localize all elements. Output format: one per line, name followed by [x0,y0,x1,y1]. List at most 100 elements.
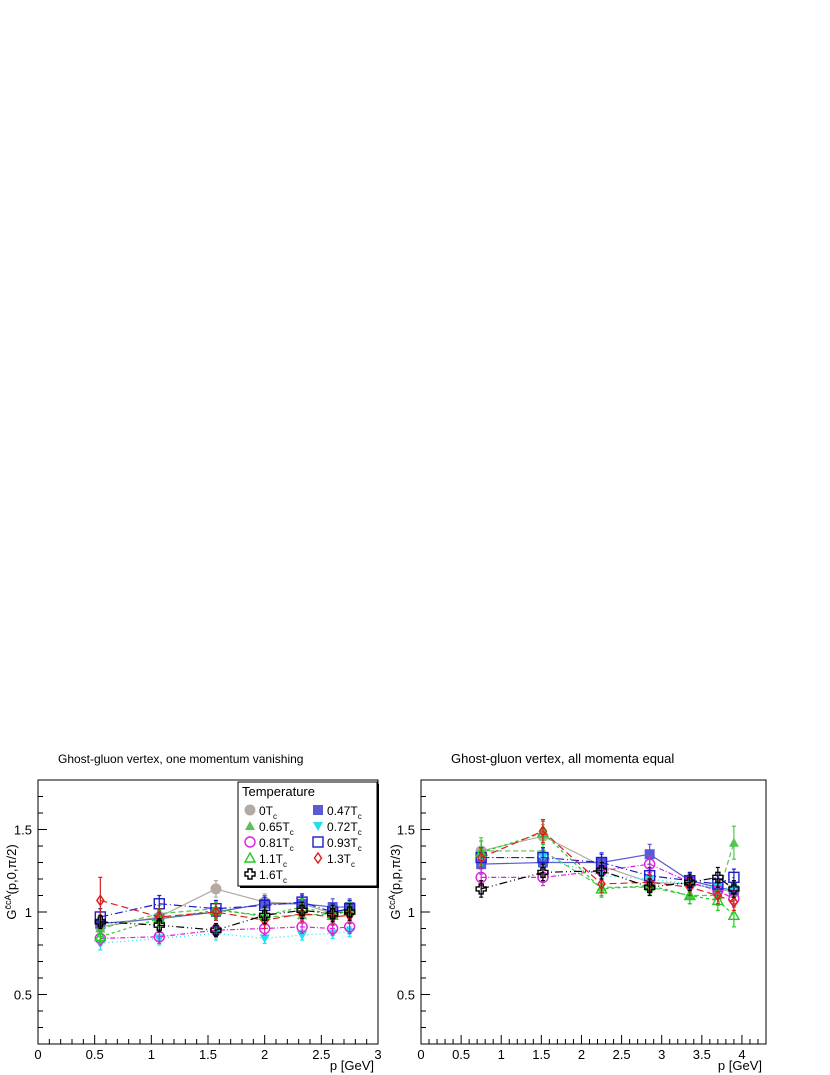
legend-title: Temperature [242,784,315,799]
y-tick-label: 1 [408,905,415,920]
legend-shadow [240,886,379,888]
data-point [728,883,740,895]
data-point [683,889,696,901]
legend-entry-t93: 0.93Tc [312,836,362,853]
plot-frame [420,779,767,1045]
data-point [538,824,548,838]
legend-label: 0.93Tc [327,836,362,853]
data-point [644,849,655,860]
legend-entry-t81: 0.81Tc [244,836,294,853]
legend-marker [243,851,257,863]
x-tick-label: 0 [417,1047,424,1062]
data-point [643,881,656,893]
x-tick-label: 2 [261,1047,268,1062]
x-tick-label: 1.5 [199,1047,217,1062]
y-tick-label: 1 [25,905,32,920]
legend-entry-t47: 0.47Tc [313,804,362,821]
legend-shadow [377,784,379,888]
data-point [595,882,608,894]
data-point [210,883,222,895]
legend-marker [313,805,323,815]
x-tick-label: 0.5 [86,1047,104,1062]
data-point [475,883,487,895]
series-t16 [475,861,740,898]
y-tick-label: 0.5 [397,988,415,1003]
legend: Temperature 0Tc 0.47Tc 0.65Tc 0.72Tc 0.81Tc 0.… [237,781,379,888]
x-axis-label: p [GeV] [718,1058,762,1073]
legend-marker [312,836,324,848]
data-point [711,894,725,906]
y-tick-label: 1.5 [14,823,32,838]
data-point [729,895,739,909]
legend-label: 0.81Tc [259,836,294,853]
y-tick-label: 1.5 [397,823,415,838]
legend-marker [244,804,256,816]
data-point [153,919,165,931]
series-line [480,832,735,916]
legend-label: 0.65Tc [259,820,294,837]
x-tick-label: 3 [658,1047,665,1062]
legend-label: 0.47Tc [327,804,362,821]
chart-title: Ghost-gluon vertex, all momenta equal [451,751,674,766]
x-axis-label: p [GeV] [330,1058,374,1073]
y-axis-label: Gc̄cA(p,0,π/2) [3,844,19,919]
legend-marker [313,851,323,865]
x-tick-label: 1 [498,1047,505,1062]
data-point [537,866,549,879]
chart-panel-1: Ghost-gluon vertex, one momentum vanishi… [14,752,382,1073]
x-tick-label: 1.5 [532,1047,550,1062]
x-tick-label: 3.5 [693,1047,711,1062]
legend-label: 1.1Tc [259,852,287,869]
data-point [476,851,486,864]
legend-box [237,781,378,887]
series-line [481,842,735,897]
legend-entry-t16: 1.6Tc [244,868,287,885]
data-point [94,916,107,928]
legend-marker [313,822,323,831]
legend-label: 1.3Tc [327,852,355,869]
x-tick-label: 3 [374,1047,381,1062]
data-point [211,905,221,919]
legend-marker [244,836,256,848]
x-tick-label: 2.5 [613,1047,631,1062]
series-t81 [94,919,356,946]
data-point [684,876,696,888]
data-point [597,877,606,891]
data-point [728,837,739,847]
chart-title: Ghost-gluon vertex, one momentum vanishi… [58,752,303,766]
y-axis-label: Gc̄cA(p,p,π/3) [387,844,403,919]
series-t72 [95,926,355,951]
x-tick-label: 0.5 [452,1047,470,1062]
data-point [95,894,105,907]
legend-label: 0Tc [259,804,277,821]
x-tick-label: 0 [34,1047,41,1062]
x-tick-label: 4 [738,1047,745,1062]
legend-entry-t11: 1.1Tc [243,851,287,869]
data-point [210,924,222,936]
data-point [326,907,339,920]
data-point [259,934,270,944]
legend-label: 1.6Tc [259,868,287,885]
data-point [296,904,308,917]
data-point [258,909,271,921]
x-tick-label: 2 [578,1047,585,1062]
legend-marker [244,868,256,880]
data-point [712,871,724,884]
series-t65 [95,899,355,938]
data-point [727,908,741,920]
legend-entry-t13: 1.3Tc [313,851,355,869]
data-point [343,906,356,918]
x-tick-label: 1 [148,1047,155,1062]
legend-label: 0.72Tc [327,820,362,837]
data-point [713,889,723,902]
legend-entry-t0: 0Tc [244,804,277,821]
series-t13 [476,818,739,911]
legend-marker [245,821,255,830]
chart-panel-2: Ghost-gluon vertex, all momenta equal 0 0.… [397,751,767,1073]
legend-entry-t65: 0.65Tc [245,820,294,837]
legend-entry-t72: 0.72Tc [313,820,362,837]
series-line [100,926,350,939]
series-t11 [474,820,741,928]
data-point [297,931,308,941]
